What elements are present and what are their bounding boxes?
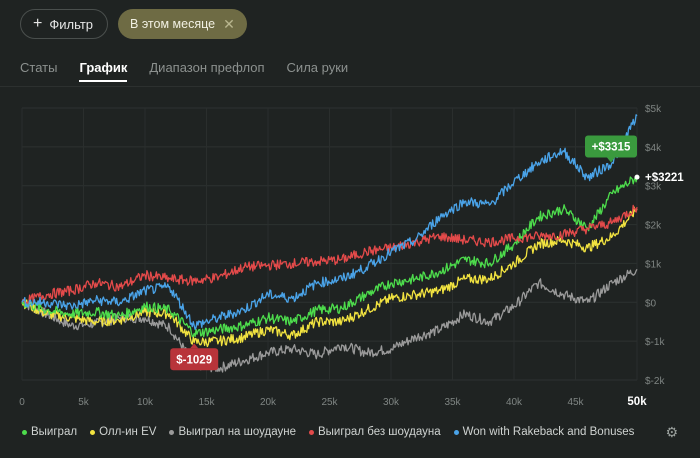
x-tick-label: 5k xyxy=(78,397,90,408)
filter-bar: + Фильтр В этом месяце ✕ xyxy=(20,9,247,39)
chart-series xyxy=(21,114,638,373)
low-badge-label: $-1029 xyxy=(176,354,212,366)
x-tick-label: 20k xyxy=(260,397,277,408)
peak-badge xyxy=(585,135,637,158)
tab-bar: Статы График Диапазон префлоп Сила руки xyxy=(20,60,348,82)
y-tick-label: $3k xyxy=(645,182,662,193)
close-icon[interactable]: ✕ xyxy=(223,15,235,32)
y-tick-label: $-2k xyxy=(645,376,665,387)
filter-button[interactable]: + Фильтр xyxy=(20,9,109,39)
gear-icon[interactable]: ⚙ xyxy=(665,424,678,440)
legend-label: Выиграл на шоудауне xyxy=(178,426,296,438)
tab-stats[interactable]: Статы xyxy=(20,60,58,75)
tabs-divider xyxy=(0,86,700,87)
chart-axes: $5k $4k $3k $2k $1k $0 $-1k $-2k 0 5k 10k 15k 20k 25k… xyxy=(19,104,665,408)
legend-label: Олл-ин EV xyxy=(99,426,157,438)
date-filter-chip[interactable]: В этом месяце ✕ xyxy=(118,9,247,39)
legend-dot xyxy=(453,429,459,435)
series-line xyxy=(21,114,638,330)
tab-preflop-range[interactable]: Диапазон префлоп xyxy=(149,60,265,75)
tab-hand-strength[interactable]: Сила руки xyxy=(286,60,349,75)
legend-dot xyxy=(22,429,27,435)
chart-annotations: +$3315 +$3221 $-1029 xyxy=(170,135,684,371)
x-tick-label: 35k xyxy=(444,397,461,408)
legend-item-allin-ev[interactable]: Олл-ин EV xyxy=(90,426,156,438)
x-tick-label: 45k xyxy=(567,397,584,408)
legend-dot xyxy=(308,429,314,435)
legend-item-non-showdown[interactable]: Выиграл без шоудауна xyxy=(308,426,441,438)
legend-dot xyxy=(90,429,96,435)
y-tick-label: $0 xyxy=(645,298,657,309)
legend-item-rakeback[interactable]: Won with Rakeback and Bonuses xyxy=(453,426,635,438)
legend-label: Выиграл без шоудауна xyxy=(317,426,441,438)
legend-item-showdown[interactable]: Выиграл на шоудауне xyxy=(169,426,296,438)
filter-button-label: Фильтр xyxy=(49,16,94,32)
x-tick-label: 0 xyxy=(19,397,25,408)
x-tick-label: 10k xyxy=(137,397,154,408)
x-tick-label: 40k xyxy=(506,397,523,408)
low-badge xyxy=(170,348,219,371)
peak-badge-pointer xyxy=(607,157,615,163)
chart-legend: Выиграл Олл-ин EV Выиграл на шоудауне Вы… xyxy=(22,426,634,438)
x-tick-label: 50k xyxy=(627,396,647,408)
low-badge-pointer xyxy=(190,343,199,349)
series-line xyxy=(21,176,638,338)
x-tick-label: 25k xyxy=(321,397,338,408)
peak-badge-label: +$3315 xyxy=(592,141,631,153)
series-line xyxy=(21,204,638,306)
series-line xyxy=(21,206,638,348)
x-tick-label: 30k xyxy=(383,397,400,408)
winnings-chart[interactable]: $5k $4k $3k $2k $1k $0 $-1k $-2k 0 5k 10k 15k 20k 25k… xyxy=(0,88,700,418)
legend-item-won[interactable]: Выиграл xyxy=(22,426,77,438)
plus-icon: + xyxy=(33,15,43,32)
y-tick-label: $2k xyxy=(645,221,662,232)
y-tick-label: $1k xyxy=(645,259,662,270)
y-tick-label: $-1k xyxy=(645,337,665,348)
legend-label: Won with Rakeback and Bonuses xyxy=(462,426,635,438)
date-filter-chip-label: В этом месяце xyxy=(130,17,216,31)
current-value-dot xyxy=(634,174,640,180)
y-tick-label: $5k xyxy=(645,104,662,115)
x-tick-label: 15k xyxy=(198,397,215,408)
tab-graph[interactable]: График xyxy=(79,60,128,82)
legend-dot xyxy=(169,429,175,435)
chart-svg: $5k $4k $3k $2k $1k $0 $-1k $-2k 0 5k 10k 15k 20k 25k… xyxy=(19,104,684,408)
y-tick-label: $4k xyxy=(645,143,662,154)
legend-label: Выиграл xyxy=(31,426,78,438)
current-value-label: +$3221 xyxy=(645,172,684,184)
